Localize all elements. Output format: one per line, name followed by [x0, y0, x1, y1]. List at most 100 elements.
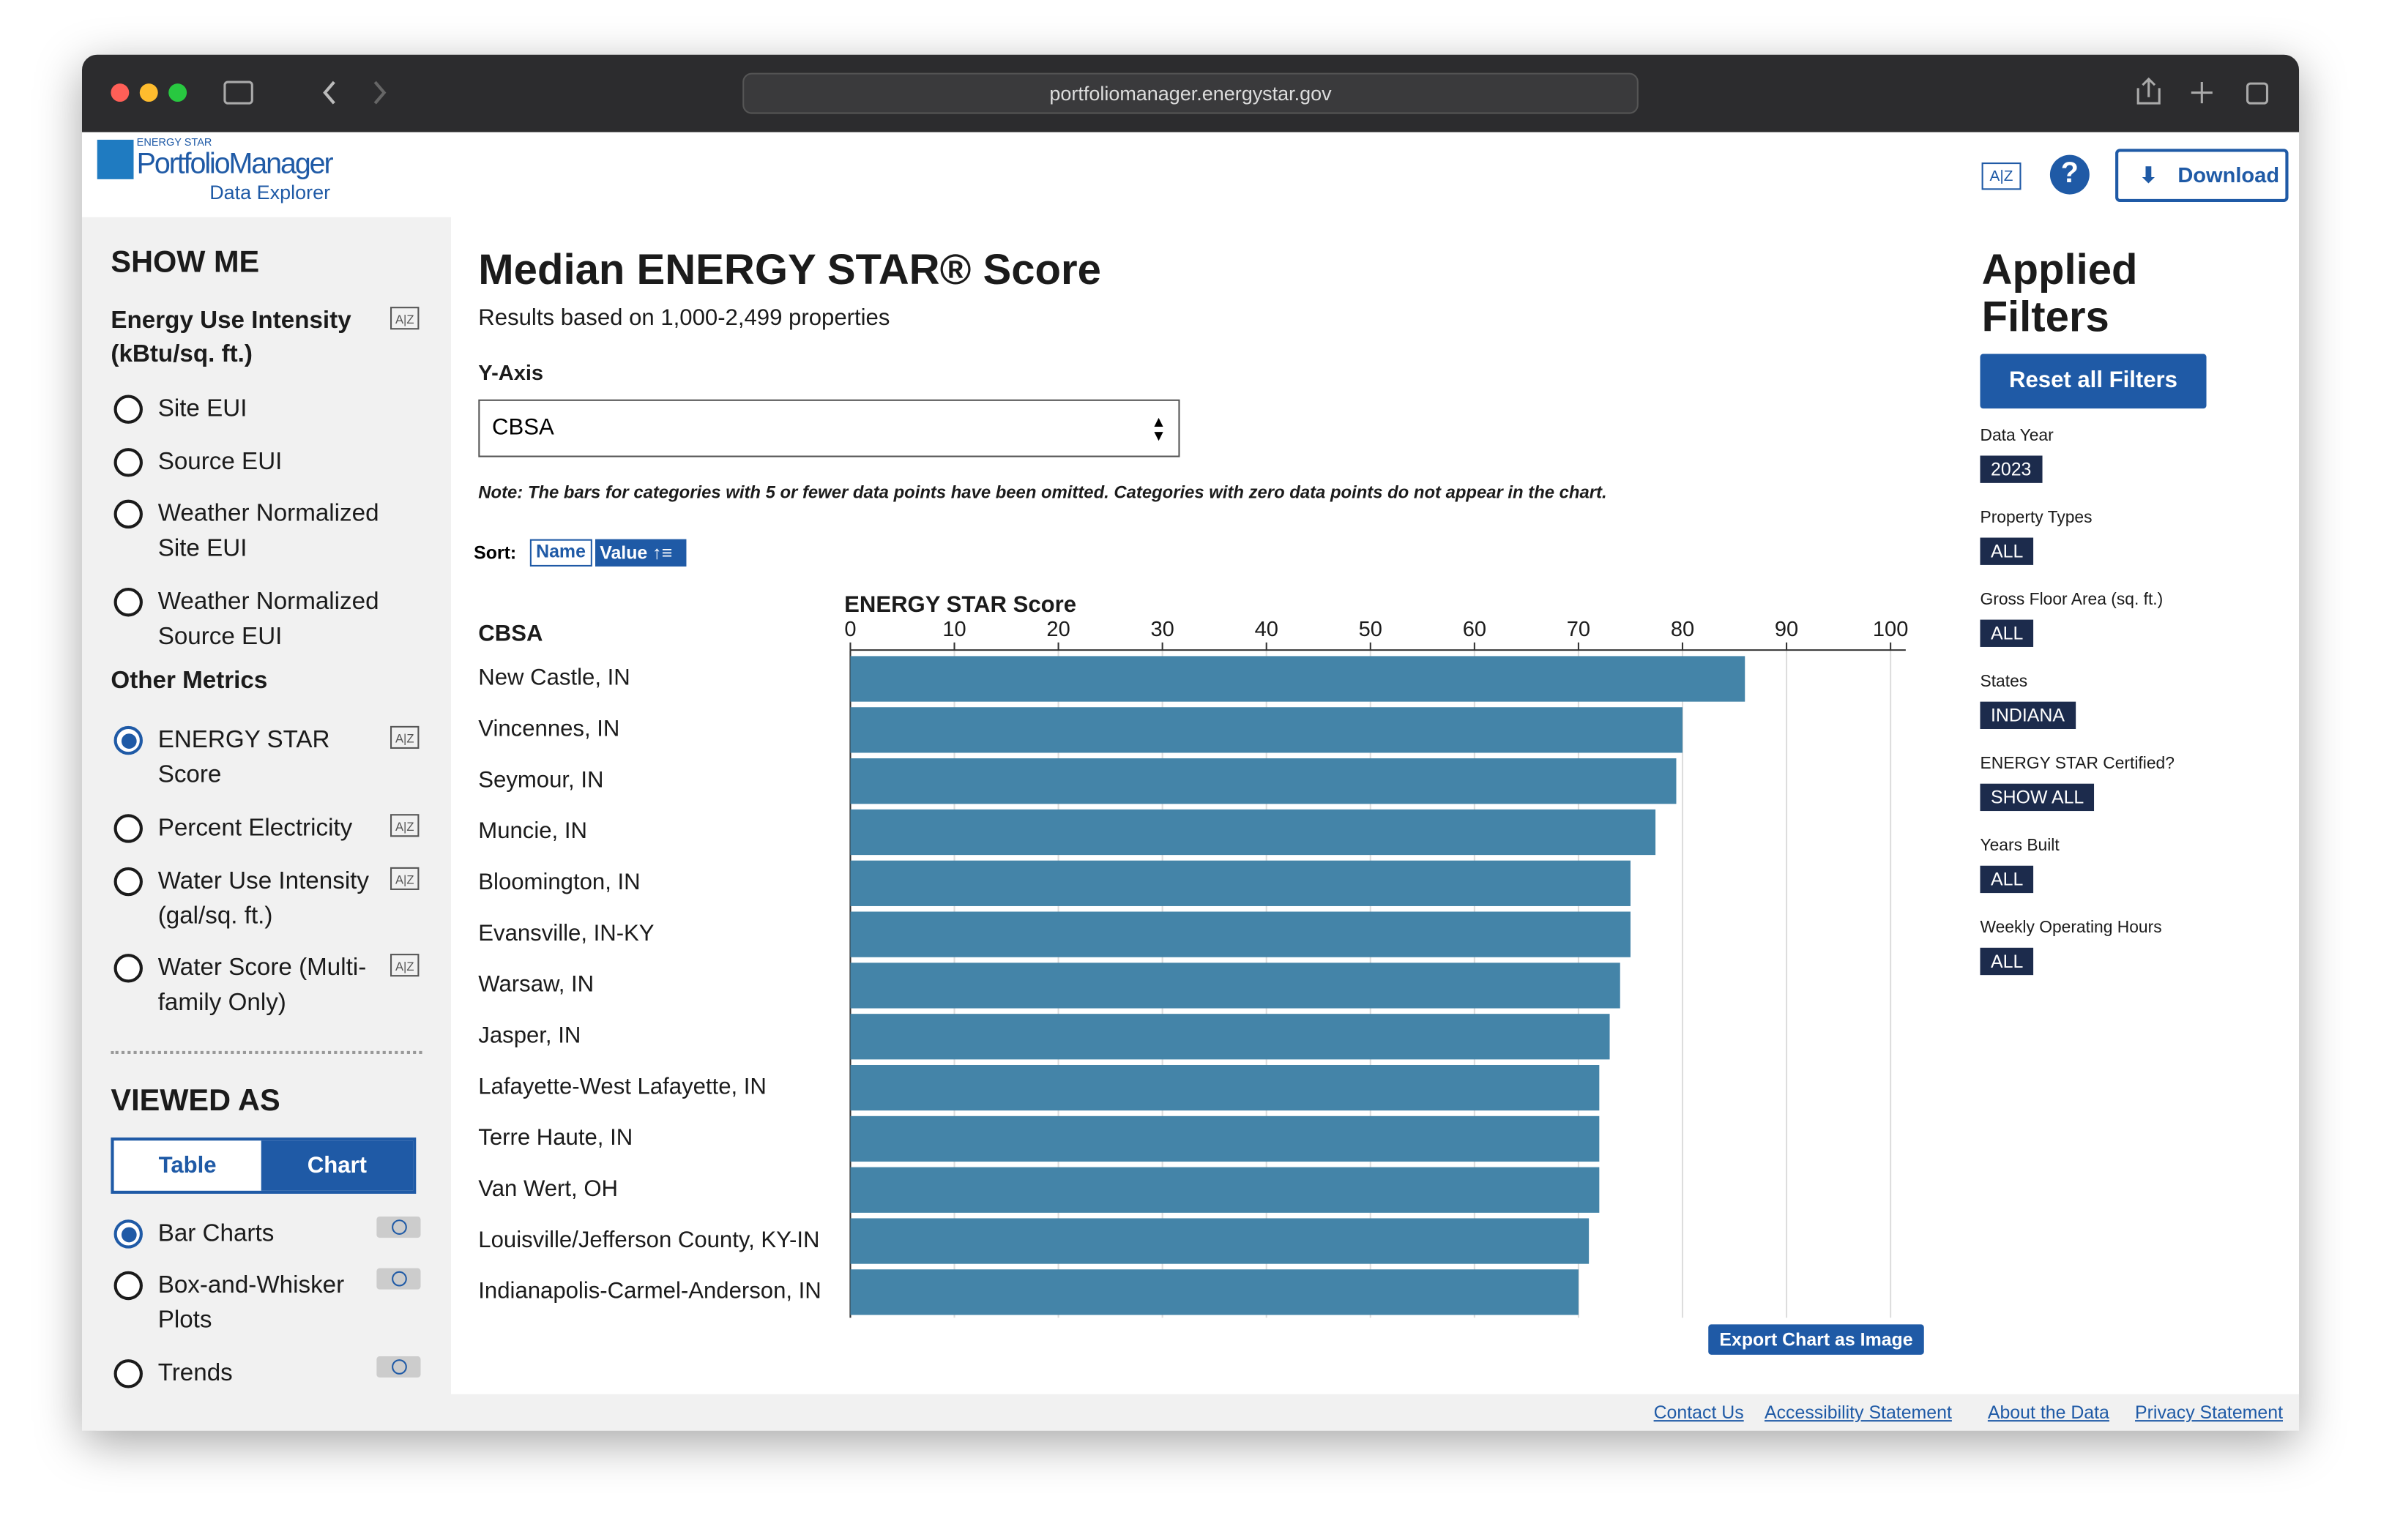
option-label[interactable]: Percent Electricity	[157, 815, 353, 842]
bar	[850, 962, 1620, 1009]
option-label[interactable]: Trends	[157, 1361, 233, 1387]
option-label[interactable]: Site EUI	[157, 396, 247, 422]
logo-main: PortfolioManager	[136, 149, 334, 181]
footer-link[interactable]: Accessibility Statement	[1764, 1402, 1952, 1424]
radio[interactable]	[113, 954, 143, 983]
y-axis-select[interactable]: CBSA ▲ ▼	[478, 399, 1180, 457]
sidebar	[81, 217, 451, 1394]
category-label: Warsaw, IN	[478, 971, 594, 997]
filter-value: ALL	[1980, 537, 2034, 565]
option-label[interactable]: Bar Charts	[157, 1221, 275, 1247]
view-tab[interactable]: Chart	[261, 1140, 414, 1191]
category-label: Lafayette-West Lafayette, IN	[478, 1073, 767, 1099]
x-tick-label: 100	[1873, 618, 1908, 641]
radio[interactable]	[113, 725, 143, 755]
logo-icon	[97, 139, 134, 179]
category-label: Vincennes, IN	[478, 716, 619, 741]
bar	[850, 911, 1631, 957]
filter-label: Data Year	[1980, 427, 2054, 445]
bar	[850, 707, 1683, 753]
x-tick-label: 50	[1359, 618, 1382, 641]
category-label: Louisville/Jefferson County, KY-IN	[478, 1227, 819, 1252]
x-tick-label: 80	[1671, 618, 1694, 641]
filter-value: INDIANA	[1980, 701, 2076, 729]
download-button[interactable]: ⬇ Download	[2115, 149, 2289, 202]
sort-option[interactable]: Value ↑≡	[595, 539, 687, 567]
radio[interactable]	[113, 1359, 143, 1388]
option-label[interactable]: Box-and-Whisker Plots	[157, 1272, 345, 1334]
view-tab[interactable]: Table	[158, 1152, 217, 1179]
bar	[850, 860, 1631, 906]
radio[interactable]	[113, 814, 143, 843]
radio[interactable]	[113, 1271, 143, 1301]
glossary-icon[interactable]: A|Z	[390, 814, 420, 837]
logo-sub: Data Explorer	[209, 180, 331, 204]
x-tick-label: 90	[1775, 618, 1798, 641]
bar	[850, 809, 1656, 856]
footer	[81, 1394, 2300, 1431]
reset-button[interactable]: Reset all Filters	[1980, 354, 2207, 409]
chart-title: Median ENERGY STAR® Score	[478, 246, 1101, 294]
footer-link[interactable]: Privacy Statement	[2135, 1402, 2283, 1424]
radio[interactable]	[113, 588, 143, 617]
category-label: Van Wert, OH	[478, 1175, 618, 1201]
glossary-icon[interactable]: A|Z	[390, 307, 420, 330]
bar	[850, 1064, 1600, 1111]
info-icon[interactable]	[376, 1216, 421, 1238]
info-icon[interactable]	[376, 1356, 421, 1378]
bar	[850, 758, 1677, 804]
option-label[interactable]: Water Use Intensity (gal/sq. ft.)	[157, 868, 370, 930]
bar	[850, 656, 1745, 702]
category-axis-title: CBSA	[478, 621, 543, 646]
glossary-icon[interactable]: A|Z	[390, 725, 420, 749]
bar	[850, 1115, 1600, 1162]
category-label: Terre Haute, IN	[478, 1124, 633, 1150]
download-label: Download	[2177, 162, 2280, 187]
filter-value: ALL	[1980, 865, 2034, 894]
info-icon[interactable]	[376, 1268, 421, 1290]
radio[interactable]	[113, 395, 143, 424]
radio[interactable]	[113, 867, 143, 897]
export-button[interactable]: Export Chart as Image	[1708, 1324, 1924, 1355]
axis-title: ENERGY STAR Score	[844, 591, 1076, 617]
note: Note: The bars for categories with 5 or …	[478, 484, 1607, 503]
x-tick-label: 70	[1567, 618, 1590, 641]
option-label[interactable]: Water Score (Multi-family Only)	[157, 955, 367, 1017]
option-label[interactable]: Source EUI	[157, 449, 283, 476]
option-label[interactable]: ENERGY STAR Score	[157, 727, 330, 788]
select-label: Y-Axis	[478, 359, 544, 384]
option-label[interactable]: Weather Normalized Source EUI	[157, 589, 379, 651]
radio[interactable]	[113, 448, 143, 477]
footer-link[interactable]: Contact Us	[1653, 1402, 1744, 1424]
x-tick-label: 0	[844, 618, 856, 641]
help-icon[interactable]: ?	[2049, 154, 2090, 195]
category-label: New Castle, IN	[478, 665, 630, 690]
category-label: Bloomington, IN	[478, 869, 640, 894]
filter-label: Property Types	[1980, 509, 2093, 528]
radio[interactable]	[113, 499, 143, 529]
sort-label: Sort:	[474, 542, 517, 564]
glossary-icon[interactable]: A|Z	[390, 954, 420, 977]
filters-title: Applied Filters	[1981, 246, 2138, 340]
glossary-icon[interactable]: A|Z	[390, 867, 420, 890]
category-label: Muncie, IN	[478, 818, 587, 843]
option-label[interactable]: Weather Normalized Site EUI	[157, 501, 379, 562]
footer-link[interactable]: About the Data	[1987, 1402, 2109, 1424]
address-bar[interactable]: portfoliomanager.energystar.gov	[742, 72, 1639, 114]
bar	[850, 1014, 1610, 1060]
logo-top: ENERGY STAR	[136, 138, 212, 149]
filter-label: Years Built	[1980, 837, 2060, 856]
chart-subtitle: Results based on 1,000-2,499 properties	[478, 305, 890, 332]
filter-label: ENERGY STAR Certified?	[1980, 755, 2175, 774]
category-label: Seymour, IN	[478, 766, 603, 792]
filter-label: Gross Floor Area (sq. ft.)	[1980, 591, 2164, 610]
category-label: Jasper, IN	[478, 1023, 581, 1048]
glossary-icon[interactable]: A|Z	[1981, 162, 2022, 190]
radio[interactable]	[113, 1219, 143, 1249]
section-heading: SHOW ME	[111, 246, 260, 280]
group-heading: Energy Use Intensity (kBtu/sq. ft.)	[111, 308, 351, 368]
sort-option[interactable]: Name	[529, 539, 592, 567]
